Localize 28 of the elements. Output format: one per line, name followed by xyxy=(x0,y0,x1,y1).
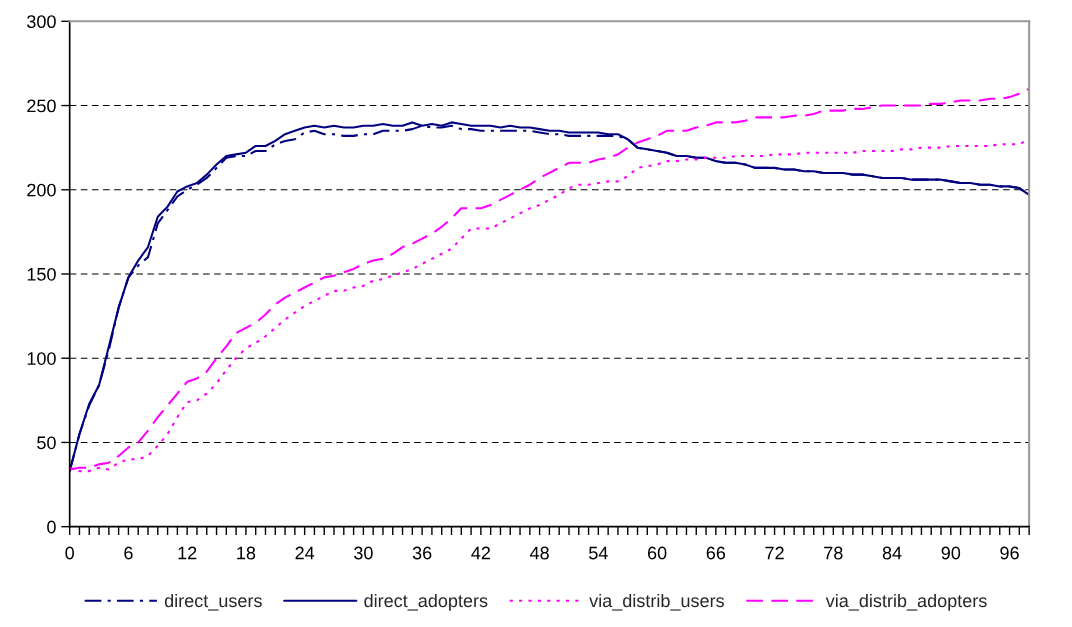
legend-label: direct_adopters xyxy=(364,593,488,611)
y-tick-label: 50 xyxy=(37,436,56,450)
x-tick-label: 66 xyxy=(706,546,726,560)
x-tick-label: 0 xyxy=(65,546,74,560)
x-tick-label: 48 xyxy=(529,546,549,560)
x-tick-label: 96 xyxy=(1000,546,1019,560)
x-tick-label: 18 xyxy=(237,546,256,560)
legend-label: via_distrib_adopters xyxy=(825,593,987,611)
y-tick-label: 100 xyxy=(27,352,56,365)
x-tick-label: 42 xyxy=(471,546,490,560)
x-tick-label: 84 xyxy=(882,546,902,560)
y-tick-label: 300 xyxy=(27,15,56,29)
y-tick-label: 0 xyxy=(47,520,56,534)
y-tick-label: 150 xyxy=(27,267,56,281)
x-tick-label: 24 xyxy=(295,546,315,560)
x-tick-label: 30 xyxy=(354,546,373,560)
x-tick-label: 60 xyxy=(647,546,667,560)
x-tick-label: 72 xyxy=(765,546,784,560)
y-tick-label: 250 xyxy=(27,99,56,113)
legend-label: direct_users xyxy=(164,593,262,611)
x-tick-label: 6 xyxy=(124,546,133,560)
x-tick-label: 90 xyxy=(941,546,961,560)
x-tick-label: 12 xyxy=(178,546,197,560)
y-tick-label: 200 xyxy=(27,183,56,197)
x-tick-label: 54 xyxy=(589,546,608,560)
x-tick-label: 36 xyxy=(412,546,432,560)
x-tick-label: 78 xyxy=(824,546,843,560)
legend-label: via_distrib_users xyxy=(589,593,724,611)
